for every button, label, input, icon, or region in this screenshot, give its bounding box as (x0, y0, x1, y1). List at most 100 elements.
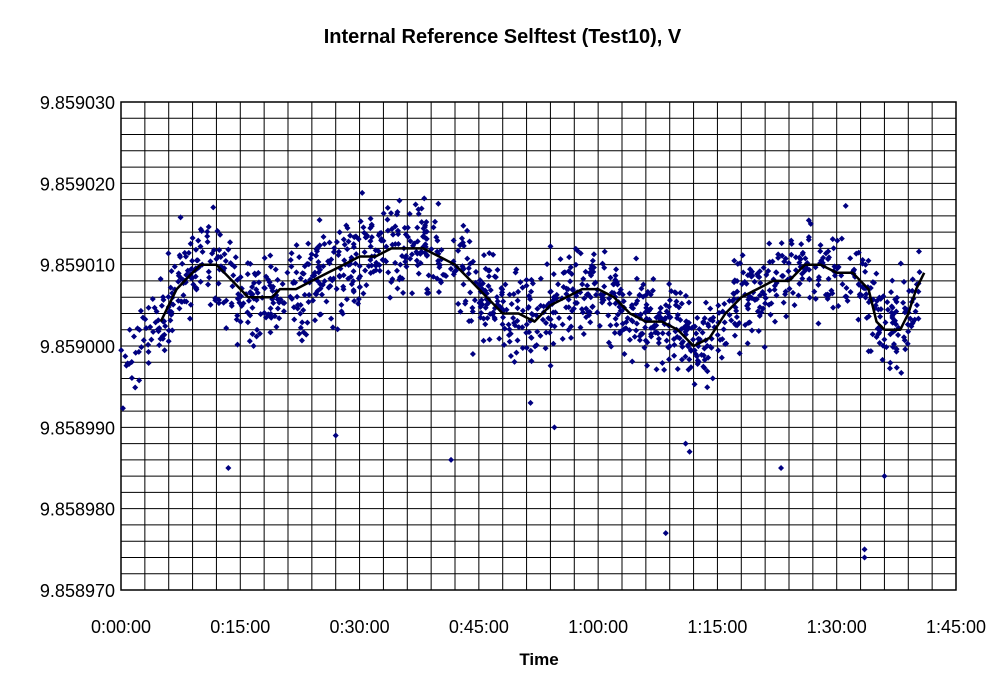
data-point (904, 321, 911, 328)
data-point (596, 322, 603, 329)
data-point (309, 297, 316, 304)
data-point (534, 305, 541, 312)
data-point (347, 273, 354, 280)
data-point (648, 333, 655, 340)
data-point (344, 246, 351, 253)
data-point (734, 277, 741, 284)
data-point (182, 253, 189, 260)
data-point (274, 305, 281, 312)
data-point (893, 364, 900, 371)
data-point (326, 239, 333, 246)
data-point (834, 237, 841, 244)
data-point (759, 289, 766, 296)
data-point (180, 292, 187, 299)
data-point (551, 424, 558, 431)
data-point (249, 330, 256, 337)
data-point (701, 345, 708, 352)
data-point (280, 299, 287, 306)
data-point (165, 250, 172, 257)
data-point (384, 216, 391, 223)
data-point (415, 206, 422, 213)
data-point (626, 336, 633, 343)
data-point (189, 234, 196, 241)
data-point (397, 261, 404, 268)
data-point (514, 317, 521, 324)
data-point (505, 332, 512, 339)
data-point (550, 309, 557, 316)
data-point (300, 270, 307, 277)
data-point (355, 296, 362, 303)
data-point (192, 273, 199, 280)
data-point (701, 315, 708, 322)
data-point (423, 252, 430, 259)
data-point (215, 253, 222, 260)
data-point (633, 275, 640, 282)
y-tick-label: 9.858980 (40, 500, 115, 520)
data-point (655, 335, 662, 342)
data-point (815, 281, 822, 288)
data-point (389, 241, 396, 248)
data-point (916, 269, 923, 276)
data-point (560, 283, 567, 290)
data-point (478, 309, 485, 316)
data-point (355, 300, 362, 307)
data-point (593, 291, 600, 298)
data-point (672, 302, 679, 309)
data-point (806, 294, 813, 301)
data-point (527, 347, 534, 354)
data-point (441, 272, 448, 279)
data-point (756, 304, 763, 311)
data-point (380, 210, 387, 217)
data-point (547, 316, 554, 323)
data-point (462, 300, 469, 307)
data-point (233, 316, 240, 323)
data-point (566, 315, 573, 322)
data-point (799, 275, 806, 282)
data-point (187, 240, 194, 247)
data-point (465, 265, 472, 272)
data-point (577, 324, 584, 331)
data-point (882, 319, 889, 326)
data-point (255, 269, 262, 276)
data-point (507, 352, 514, 359)
data-point (747, 266, 754, 273)
data-point (519, 324, 526, 331)
data-point (340, 283, 347, 290)
data-point (829, 236, 836, 243)
data-point (435, 289, 442, 296)
data-point (506, 338, 513, 345)
data-point (605, 339, 612, 346)
data-point (569, 307, 576, 314)
data-point (912, 308, 919, 315)
data-point (744, 340, 751, 347)
data-point (240, 300, 247, 307)
data-point (707, 305, 714, 312)
data-point (871, 279, 878, 286)
data-point (415, 270, 422, 277)
data-point (455, 247, 462, 254)
data-point (795, 292, 802, 299)
trend-line (159, 247, 926, 348)
data-point (771, 286, 778, 293)
data-point (543, 329, 550, 336)
data-point (608, 343, 615, 350)
data-point (388, 210, 395, 217)
y-axis-ticks: 9.858970 9.858980 9.858990 9.859000 9.859010… (40, 93, 115, 601)
data-point (472, 268, 479, 275)
data-point (500, 314, 507, 321)
data-point (889, 277, 896, 284)
data-point (906, 287, 913, 294)
data-point (707, 343, 714, 350)
data-point (650, 275, 657, 282)
data-point (547, 243, 554, 250)
data-point (134, 325, 141, 332)
data-point (261, 255, 268, 262)
data-point (406, 210, 413, 217)
data-point (479, 280, 486, 287)
data-point (715, 309, 722, 316)
data-point (720, 326, 727, 333)
data-point (805, 236, 812, 243)
data-point (510, 291, 517, 298)
data-point (900, 299, 907, 306)
